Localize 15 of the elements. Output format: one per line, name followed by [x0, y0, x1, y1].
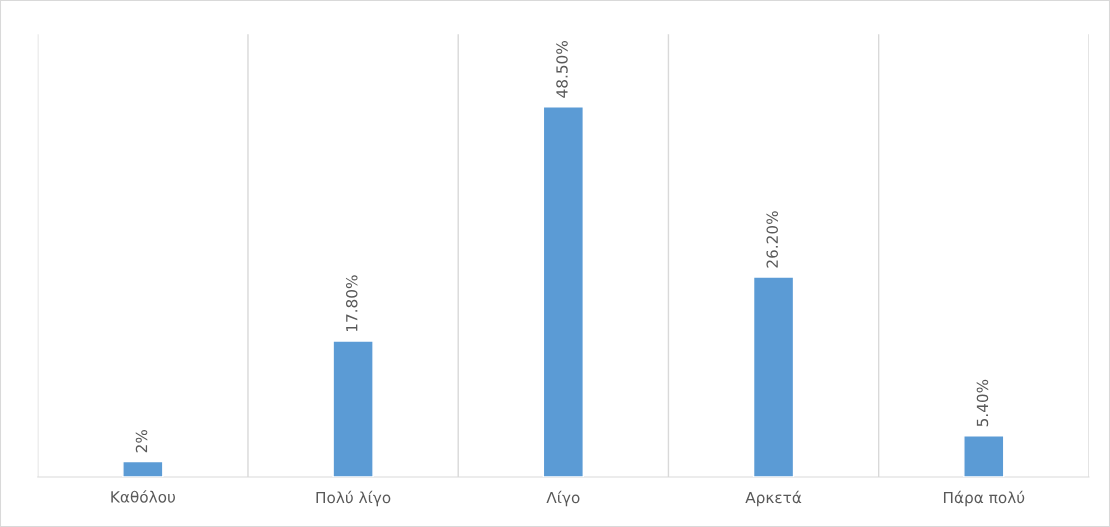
data-label: 5.40%	[976, 379, 989, 427]
x-tick-label: Πολύ λίγο	[316, 490, 391, 507]
bar	[122, 460, 164, 477]
x-tick-label: Πάρα πολύ	[943, 490, 1025, 507]
x-tick-label: Λίγο	[546, 490, 580, 507]
x-tick-label: Καθόλου	[111, 490, 175, 503]
data-label: 2%	[135, 429, 148, 453]
data-label: 48.50%	[556, 41, 568, 98]
bar	[752, 276, 795, 477]
data-label: 26.20%	[766, 211, 778, 268]
bar	[332, 340, 374, 477]
bar	[542, 106, 584, 477]
bar	[963, 435, 1005, 477]
x-tick-label: Αρκετά	[745, 490, 802, 507]
data-label: 17.80%	[345, 275, 358, 332]
